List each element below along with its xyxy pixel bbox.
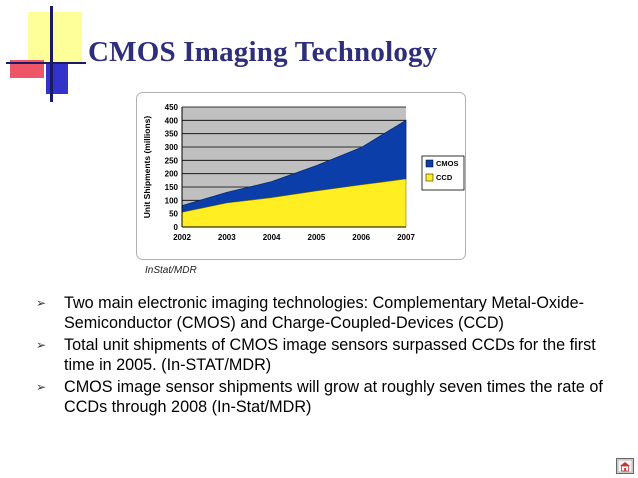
chart-source: InStat/MDR <box>145 265 197 276</box>
decorative-horizontal-line <box>6 62 86 64</box>
y-tick-label: 50 <box>169 210 178 219</box>
shipments-chart: 0 50 100 150 200 250 300 350 400 450 2002 2003 2004 2… <box>136 92 466 260</box>
bullet-text: Total unit shipments of CMOS image senso… <box>64 336 596 374</box>
y-tick-label: 200 <box>165 170 179 179</box>
arrow-bullet-icon: ➢ <box>36 338 47 352</box>
bullet-text: Two main electronic imaging technologies… <box>64 294 585 332</box>
y-tick-label: 350 <box>165 130 179 139</box>
home-button[interactable] <box>616 458 634 474</box>
bullet-list: ➢ Two main electronic imaging technologi… <box>36 293 606 419</box>
y-tick-label: 100 <box>165 196 179 205</box>
home-icon <box>617 459 633 473</box>
y-tick-label: 250 <box>165 156 179 165</box>
y-tick-label: 300 <box>165 143 179 152</box>
bullet-item: ➢ Total unit shipments of CMOS image sen… <box>36 335 606 375</box>
decorative-yellow-square <box>28 12 82 64</box>
x-tick-label: 2002 <box>173 233 191 242</box>
bullet-text: CMOS image sensor shipments will grow at… <box>64 378 603 416</box>
decorative-vertical-line <box>50 6 53 102</box>
y-tick-label: 150 <box>165 183 179 192</box>
legend-label: CCD <box>436 173 453 182</box>
arrow-bullet-icon: ➢ <box>36 380 47 394</box>
y-axis-label: Unit Shipments (millions) <box>142 116 152 219</box>
x-tick-label: 2003 <box>218 233 236 242</box>
arrow-bullet-icon: ➢ <box>36 296 47 310</box>
decorative-red-square <box>10 60 44 78</box>
y-tick-label: 450 <box>165 103 179 112</box>
legend-label: CMOS <box>436 159 459 168</box>
legend-swatch <box>425 173 434 182</box>
y-tick-label: 400 <box>165 116 179 125</box>
slide-title: CMOS Imaging Technology <box>88 36 438 68</box>
bullet-item: ➢ CMOS image sensor shipments will grow … <box>36 377 606 417</box>
bullet-item: ➢ Two main electronic imaging technologi… <box>36 293 606 333</box>
x-tick-label: 2006 <box>352 233 370 242</box>
x-tick-label: 2005 <box>308 233 326 242</box>
legend-swatch <box>425 159 434 168</box>
x-tick-label: 2004 <box>263 233 281 242</box>
y-tick-label: 0 <box>174 223 179 232</box>
x-tick-label: 2007 <box>397 233 415 242</box>
chart-svg: 0 50 100 150 200 250 300 350 400 450 2002 2003 2004 2… <box>136 92 466 260</box>
